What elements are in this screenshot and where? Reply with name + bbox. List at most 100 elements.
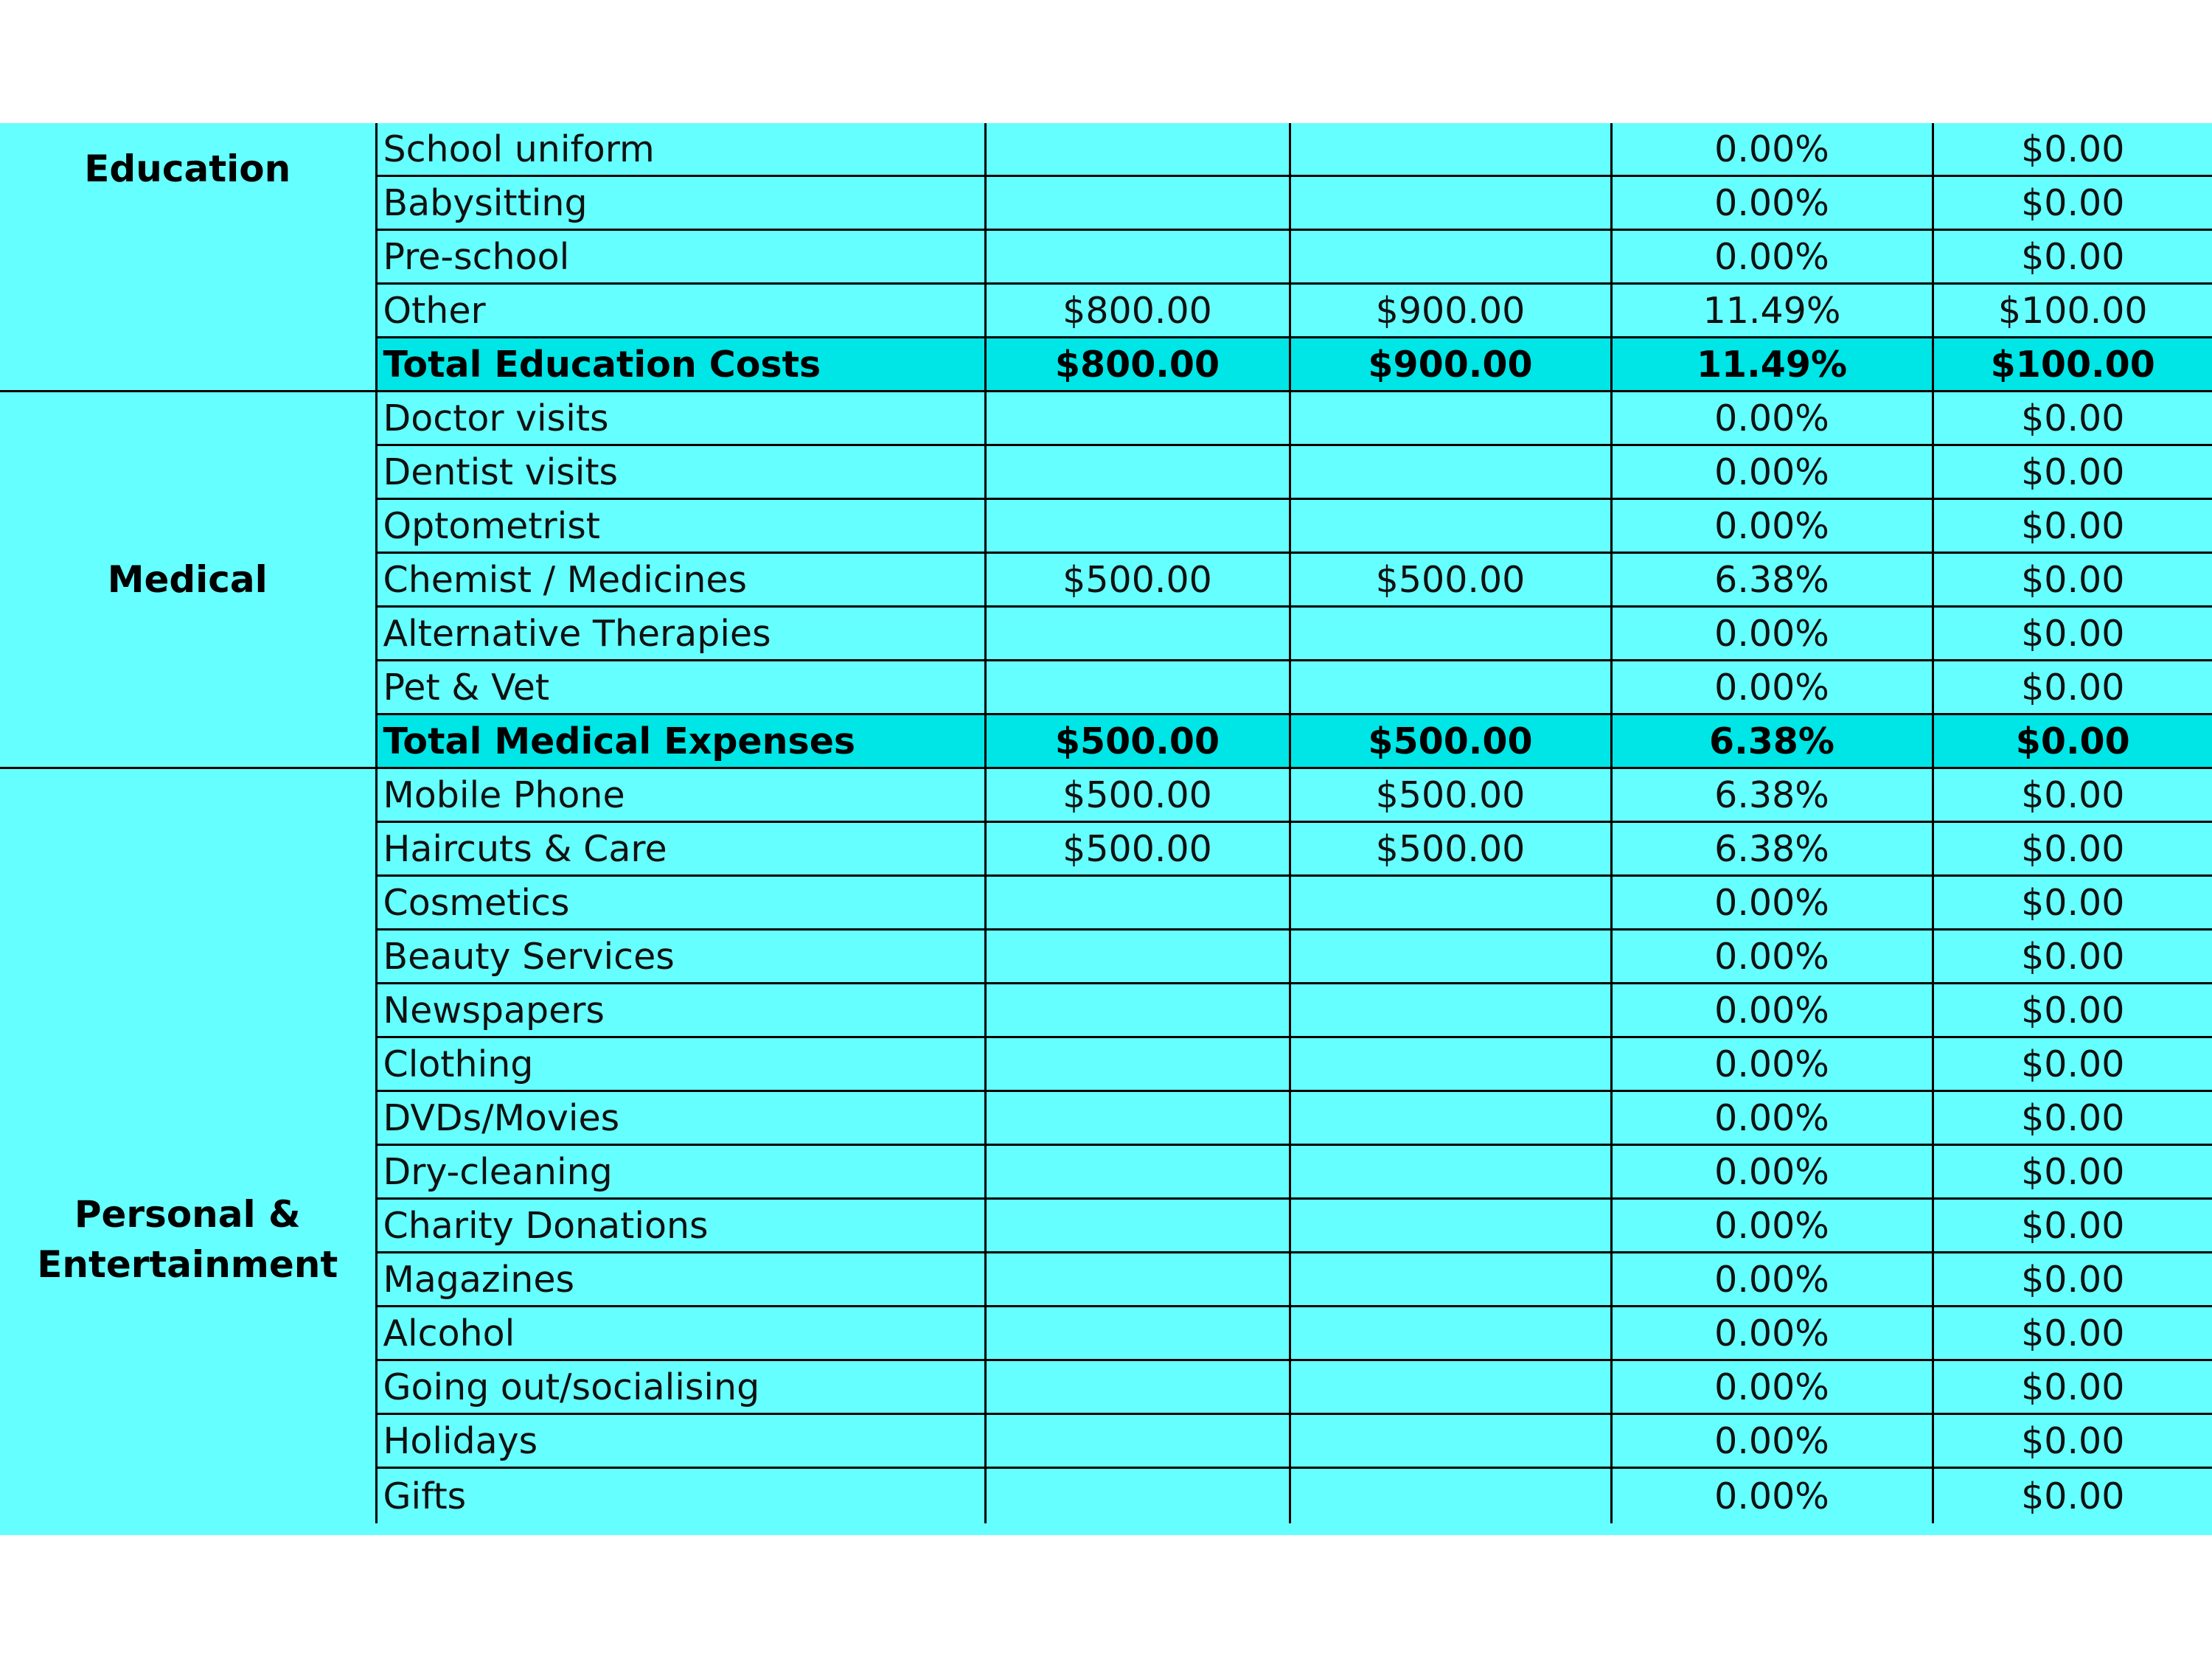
percent-cell[interactable]: 0.00% bbox=[1610, 1305, 1933, 1360]
item-name-cell[interactable]: Holidays bbox=[375, 1413, 985, 1468]
amount-cell[interactable] bbox=[984, 874, 1290, 930]
item-name-cell[interactable]: Doctor visits bbox=[375, 390, 985, 445]
amount-cell[interactable] bbox=[1288, 874, 1611, 930]
percent-cell[interactable]: 0.00% bbox=[1610, 444, 1933, 499]
amount-cell[interactable] bbox=[984, 1467, 1290, 1523]
amount-cell[interactable] bbox=[984, 1036, 1290, 1091]
difference-cell[interactable]: $0.00 bbox=[1931, 1359, 2212, 1414]
amount-cell[interactable] bbox=[1288, 444, 1611, 499]
item-name-cell[interactable]: Total Education Costs bbox=[375, 336, 985, 392]
item-name-cell[interactable]: Dentist visits bbox=[375, 444, 985, 499]
percent-cell[interactable]: 0.00% bbox=[1610, 1413, 1933, 1468]
amount-cell[interactable] bbox=[1288, 1144, 1611, 1199]
amount-cell[interactable] bbox=[1288, 390, 1611, 445]
difference-cell[interactable]: $0.00 bbox=[1931, 1090, 2212, 1145]
amount-cell[interactable] bbox=[984, 605, 1290, 661]
difference-cell[interactable]: $0.00 bbox=[1931, 175, 2212, 230]
percent-cell[interactable]: 11.49% bbox=[1610, 336, 1933, 392]
percent-cell[interactable]: 0.00% bbox=[1610, 498, 1933, 553]
percent-cell[interactable]: 0.00% bbox=[1610, 605, 1933, 661]
item-name-cell[interactable]: Alcohol bbox=[375, 1305, 985, 1360]
item-name-cell[interactable]: Charity Donations bbox=[375, 1197, 985, 1253]
percent-cell[interactable]: 0.00% bbox=[1610, 229, 1933, 284]
item-name-cell[interactable]: Pet & Vet bbox=[375, 659, 985, 714]
percent-cell[interactable]: 6.38% bbox=[1610, 552, 1933, 607]
difference-cell[interactable]: $0.00 bbox=[1931, 982, 2212, 1037]
amount-cell[interactable] bbox=[984, 175, 1290, 230]
item-name-cell[interactable]: Total Medical Expenses bbox=[375, 713, 985, 768]
item-name-cell[interactable]: Pre-school bbox=[375, 229, 985, 284]
difference-cell[interactable]: $0.00 bbox=[1931, 605, 2212, 661]
amount-cell[interactable]: $500.00 bbox=[1288, 713, 1611, 768]
difference-cell[interactable]: $100.00 bbox=[1931, 336, 2212, 392]
item-name-cell[interactable]: Beauty Services bbox=[375, 928, 985, 984]
percent-cell[interactable]: 0.00% bbox=[1610, 1090, 1933, 1145]
item-name-cell[interactable]: Chemist / Medicines bbox=[375, 552, 985, 607]
amount-cell[interactable] bbox=[984, 1144, 1290, 1199]
item-name-cell[interactable]: Other bbox=[375, 282, 985, 338]
percent-cell[interactable]: 0.00% bbox=[1610, 1197, 1933, 1253]
difference-cell[interactable]: $0.00 bbox=[1931, 390, 2212, 445]
amount-cell[interactable]: $500.00 bbox=[1288, 767, 1611, 822]
percent-cell[interactable]: 0.00% bbox=[1610, 1467, 1933, 1523]
amount-cell[interactable] bbox=[1288, 1359, 1611, 1414]
amount-cell[interactable] bbox=[1288, 498, 1611, 553]
item-name-cell[interactable]: Magazines bbox=[375, 1251, 985, 1307]
item-name-cell[interactable]: Going out/socialising bbox=[375, 1359, 985, 1414]
percent-cell[interactable]: 6.38% bbox=[1610, 821, 1933, 876]
percent-cell[interactable]: 0.00% bbox=[1610, 928, 1933, 984]
item-name-cell[interactable]: Newspapers bbox=[375, 982, 985, 1037]
amount-cell[interactable] bbox=[984, 1305, 1290, 1360]
percent-cell[interactable]: 0.00% bbox=[1610, 1359, 1933, 1414]
amount-cell[interactable] bbox=[984, 1197, 1290, 1253]
amount-cell[interactable] bbox=[1288, 928, 1611, 984]
amount-cell[interactable]: $500.00 bbox=[1288, 821, 1611, 876]
difference-cell[interactable]: $0.00 bbox=[1931, 498, 2212, 553]
item-name-cell[interactable]: Mobile Phone bbox=[375, 767, 985, 822]
amount-cell[interactable] bbox=[1288, 123, 1611, 176]
item-name-cell[interactable]: Dry-cleaning bbox=[375, 1144, 985, 1199]
difference-cell[interactable]: $0.00 bbox=[1931, 123, 2212, 176]
amount-cell[interactable] bbox=[1288, 1467, 1611, 1523]
difference-cell[interactable]: $0.00 bbox=[1931, 821, 2212, 876]
amount-cell[interactable]: $800.00 bbox=[984, 282, 1290, 338]
amount-cell[interactable] bbox=[984, 498, 1290, 553]
percent-cell[interactable]: 6.38% bbox=[1610, 713, 1933, 768]
difference-cell[interactable]: $0.00 bbox=[1931, 767, 2212, 822]
percent-cell[interactable]: 0.00% bbox=[1610, 874, 1933, 930]
amount-cell[interactable] bbox=[984, 1251, 1290, 1307]
difference-cell[interactable]: $0.00 bbox=[1931, 713, 2212, 768]
difference-cell[interactable]: $100.00 bbox=[1931, 282, 2212, 338]
percent-cell[interactable]: 0.00% bbox=[1610, 123, 1933, 176]
percent-cell[interactable]: 11.49% bbox=[1610, 282, 1933, 338]
percent-cell[interactable]: 6.38% bbox=[1610, 767, 1933, 822]
item-name-cell[interactable]: DVDs/Movies bbox=[375, 1090, 985, 1145]
difference-cell[interactable]: $0.00 bbox=[1931, 552, 2212, 607]
amount-cell[interactable] bbox=[984, 1359, 1290, 1414]
amount-cell[interactable] bbox=[984, 444, 1290, 499]
difference-cell[interactable]: $0.00 bbox=[1931, 1251, 2212, 1307]
difference-cell[interactable]: $0.00 bbox=[1931, 928, 2212, 984]
difference-cell[interactable]: $0.00 bbox=[1931, 1305, 2212, 1360]
item-name-cell[interactable]: Haircuts & Care bbox=[375, 821, 985, 876]
amount-cell[interactable]: $500.00 bbox=[984, 767, 1290, 822]
difference-cell[interactable]: $0.00 bbox=[1931, 444, 2212, 499]
percent-cell[interactable]: 0.00% bbox=[1610, 1251, 1933, 1307]
difference-cell[interactable]: $0.00 bbox=[1931, 1413, 2212, 1468]
item-name-cell[interactable]: Alternative Therapies bbox=[375, 605, 985, 661]
item-name-cell[interactable]: Optometrist bbox=[375, 498, 985, 553]
percent-cell[interactable]: 0.00% bbox=[1610, 982, 1933, 1037]
item-name-cell[interactable]: Cosmetics bbox=[375, 874, 985, 930]
amount-cell[interactable]: $500.00 bbox=[1288, 552, 1611, 607]
difference-cell[interactable]: $0.00 bbox=[1931, 659, 2212, 714]
amount-cell[interactable] bbox=[984, 1090, 1290, 1145]
amount-cell[interactable] bbox=[1288, 229, 1611, 284]
amount-cell[interactable] bbox=[1288, 175, 1611, 230]
difference-cell[interactable]: $0.00 bbox=[1931, 874, 2212, 930]
amount-cell[interactable] bbox=[1288, 605, 1611, 661]
amount-cell[interactable] bbox=[984, 229, 1290, 284]
amount-cell[interactable]: $500.00 bbox=[984, 713, 1290, 768]
percent-cell[interactable]: 0.00% bbox=[1610, 1144, 1933, 1199]
amount-cell[interactable] bbox=[1288, 1305, 1611, 1360]
amount-cell[interactable]: $800.00 bbox=[984, 336, 1290, 392]
